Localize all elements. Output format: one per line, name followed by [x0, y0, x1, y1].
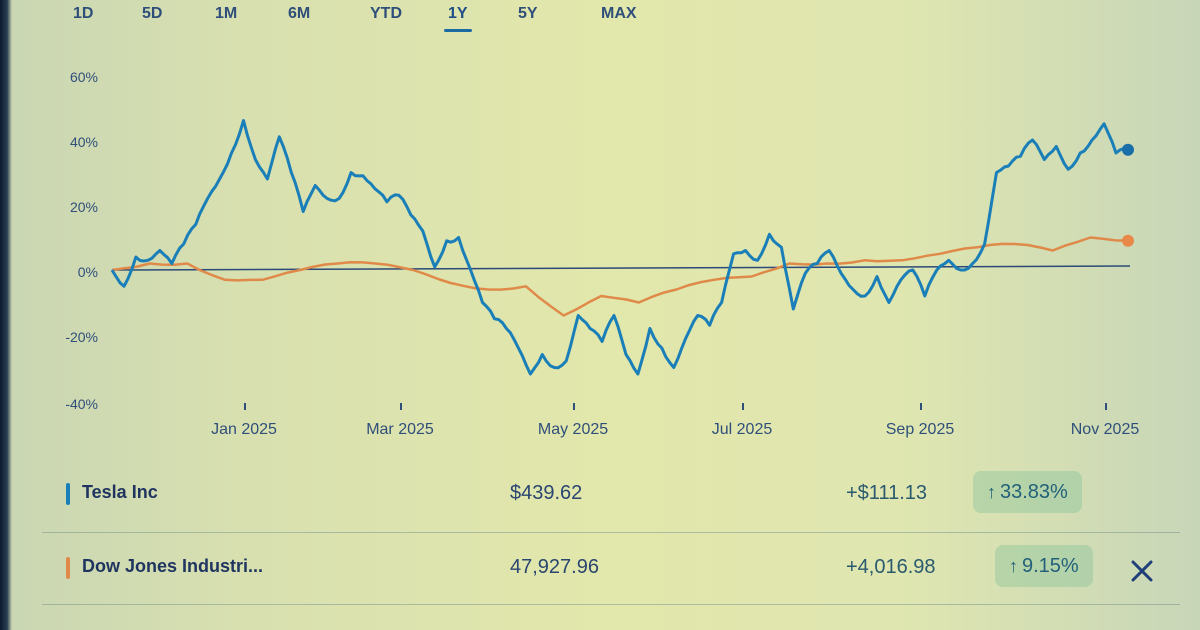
security-name: Tesla Inc — [82, 482, 158, 502]
range-tab-6m[interactable]: 6M — [288, 5, 310, 23]
line-chart[interactable] — [0, 0, 1200, 440]
range-tab-5y[interactable]: 5Y — [518, 5, 538, 23]
range-tab-label: 6M — [288, 5, 311, 22]
range-tab-1m[interactable]: 1M — [215, 5, 237, 23]
x-tick-label: Jul 2025 — [711, 421, 773, 438]
x-tick — [1105, 403, 1107, 410]
screen-edge — [0, 0, 12, 630]
range-tab-5d[interactable]: 5D — [142, 5, 162, 23]
y-tick-label: -20% — [65, 329, 98, 345]
security-price: 47,927.96 — [510, 556, 599, 578]
y-tick-label: 20% — [69, 199, 98, 215]
y-tick-label: 40% — [69, 134, 98, 150]
range-tab-label: 5Y — [518, 5, 538, 22]
range-tab-label: 1M — [215, 5, 238, 22]
arrow-up-icon: ↑ — [1009, 555, 1018, 576]
comparison-row-tesla[interactable]: Tesla Inc $439.62 +$111.13 ↑ 33.83% — [60, 463, 1130, 533]
series-color-swatch — [66, 557, 70, 579]
y-tick-label: 0% — [77, 264, 98, 280]
y-tick-label: -40% — [65, 396, 98, 412]
x-tick — [244, 403, 246, 410]
range-tab-label: 1Y — [448, 5, 468, 22]
dow-jones-line — [111, 236, 1129, 317]
range-tab-max[interactable]: MAX — [601, 5, 637, 23]
x-tick — [920, 403, 922, 410]
tesla-end-marker — [1122, 143, 1134, 156]
price-change: +4,016.98 — [846, 556, 936, 578]
range-tab-label: MAX — [601, 5, 637, 22]
remove-comparison-button[interactable] — [1128, 557, 1156, 585]
range-tab-1y[interactable]: 1Y — [444, 5, 472, 32]
range-tab-ytd[interactable]: YTD — [370, 5, 402, 23]
security-name: Dow Jones Industri... — [82, 556, 264, 576]
range-tab-label: 5D — [142, 5, 163, 22]
x-tick-label: May 2025 — [537, 421, 609, 438]
range-tab-label: 1D — [73, 5, 94, 22]
x-tick — [573, 403, 575, 410]
x-tick-label: Sep 2025 — [885, 421, 955, 438]
percent-change-badge: ↑ 33.83% — [973, 471, 1082, 513]
range-tab-label: YTD — [370, 5, 402, 22]
row-divider — [42, 604, 1180, 605]
percent-change: 9.15% — [1022, 554, 1079, 577]
percent-change: 33.83% — [1000, 480, 1068, 503]
range-tab-1d[interactable]: 1D — [73, 5, 93, 23]
x-tick — [742, 403, 744, 410]
dow-end-marker — [1122, 234, 1134, 247]
y-tick-label: 60% — [69, 69, 98, 85]
tesla-line — [110, 119, 1129, 376]
series-color-swatch — [66, 483, 70, 505]
close-icon — [1131, 560, 1153, 582]
percent-change-badge: ↑ 9.15% — [995, 545, 1093, 587]
arrow-up-icon: ↑ — [987, 481, 996, 502]
x-tick — [400, 403, 402, 410]
zero-baseline — [111, 265, 1131, 271]
price-change: +$111.13 — [846, 482, 928, 504]
x-tick-label: Jan 2025 — [211, 421, 277, 438]
x-tick-label: Nov 2025 — [1070, 421, 1140, 438]
active-tab-indicator — [444, 29, 472, 32]
row-divider — [42, 532, 1180, 533]
comparison-row-dow-jones[interactable]: Dow Jones Industri... 47,927.96 +4,016.9… — [60, 537, 1130, 607]
time-range-tabs: 1D 5D 1M 6M YTD 1Y 5Y MAX — [0, 0, 700, 34]
security-price: $439.62 — [510, 482, 583, 504]
x-tick-label: Mar 2025 — [366, 421, 434, 438]
